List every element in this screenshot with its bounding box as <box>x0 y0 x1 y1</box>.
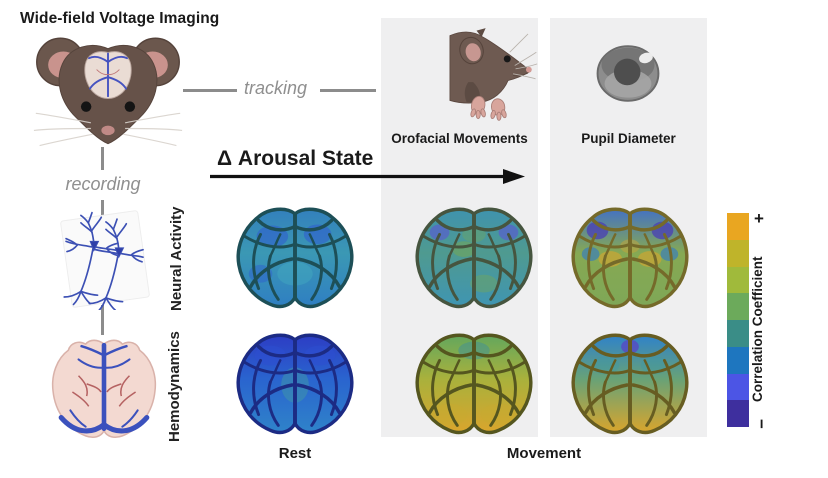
correlation-map-orofacial-hemodynamics <box>415 333 533 435</box>
brain-vasculature-icon <box>51 339 157 438</box>
correlation-map-rest-hemodynamics <box>236 333 354 435</box>
right-arrow-icon <box>210 169 525 184</box>
colorbar-segment <box>727 213 749 240</box>
colorbar-segment <box>727 239 749 267</box>
correlation-map-pupil-hemodynamics <box>571 333 689 435</box>
far-ear <box>476 28 486 38</box>
whiskers <box>509 33 538 80</box>
arousal-state-label: Δ Arousal State <box>217 147 374 170</box>
correlation-map-rest-neural <box>236 207 354 309</box>
recording-label: recording <box>65 174 141 194</box>
tracking-label: tracking <box>244 78 308 98</box>
colorbar-segment <box>727 320 749 347</box>
hemodynamics-row-label: Hemodynamics <box>166 331 183 443</box>
colorbar <box>727 213 749 427</box>
mouse-head-icon <box>33 37 183 147</box>
colorbar-segment <box>727 400 749 427</box>
pupil-label: Pupil Diameter <box>581 131 676 146</box>
figure-title: Wide-field Voltage Imaging <box>20 10 220 27</box>
pupil <box>613 58 641 86</box>
tracking-line-left <box>183 89 237 92</box>
eye <box>503 55 511 63</box>
neuron-2 <box>88 218 144 310</box>
colorbar-minus-label: − <box>751 419 771 429</box>
neuron-1 <box>63 211 119 306</box>
colorbar-segment <box>727 266 749 294</box>
eye-pupil-icon <box>596 45 660 102</box>
colorbar-segment <box>727 373 749 401</box>
ear-inner <box>465 43 481 62</box>
recording-dash-2 <box>101 200 104 218</box>
orofacial-label: Orofacial Movements <box>391 131 528 146</box>
arteries <box>71 375 137 407</box>
veins <box>58 342 150 434</box>
card <box>60 210 150 308</box>
colorbar-plus-label: + <box>754 209 764 228</box>
recording-dash-3 <box>101 305 104 335</box>
nose <box>525 66 532 73</box>
neural-activity-row-label: Neural Activity <box>168 206 185 312</box>
correlation-map-pupil-neural <box>571 207 689 309</box>
tracking-line-right <box>320 89 376 92</box>
whiskers <box>33 112 183 147</box>
window-capillaries <box>96 69 120 76</box>
paws <box>470 95 507 121</box>
mouse-profile-icon <box>449 28 538 121</box>
eye-highlight <box>639 52 653 64</box>
correlation-map-orofacial-neural <box>415 207 533 309</box>
colorbar-segment <box>727 293 749 320</box>
colorbar-axis-label: Correlation Coefficient <box>750 256 765 402</box>
nose <box>101 125 115 136</box>
neurons-icon <box>60 210 150 310</box>
left-eye <box>80 101 92 112</box>
recording-dash-1 <box>101 147 104 170</box>
rest-condition-label: Rest <box>278 445 312 462</box>
movement-condition-label: Movement <box>506 445 582 462</box>
colorbar-segment <box>727 346 749 374</box>
right-eye <box>124 101 136 112</box>
